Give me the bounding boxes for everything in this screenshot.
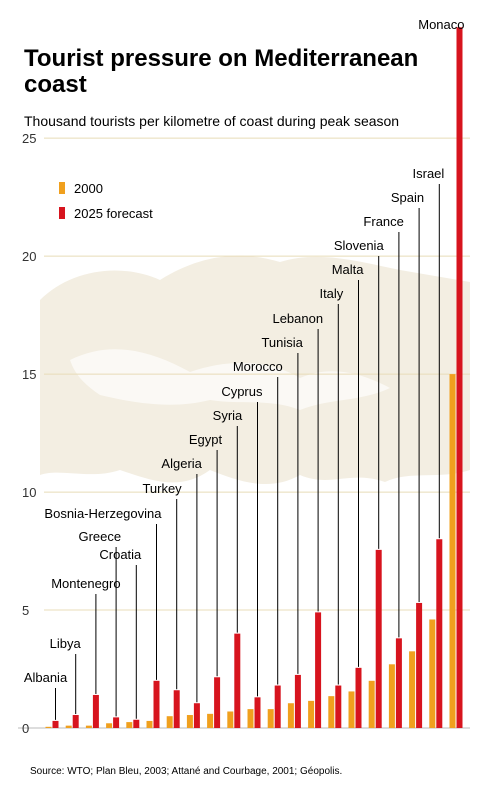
bar-2025-forecast-albania	[52, 720, 59, 728]
bar-2025-forecast-egypt	[214, 677, 221, 728]
leader-lines-layer	[55, 184, 440, 720]
bar-2025-forecast-croatia	[133, 719, 140, 728]
bar-2000-lebanon	[308, 700, 315, 728]
y-tick-label-15: 15	[22, 367, 36, 382]
bar-2025-forecast-cyprus	[254, 697, 261, 728]
bar-2025-forecast-italy	[335, 685, 342, 728]
background-map-sea	[70, 349, 390, 410]
bar-2000-albania	[45, 726, 52, 728]
bar-2000-tunisia	[287, 703, 294, 728]
bar-2025-forecast-malta	[355, 667, 362, 728]
bar-2025-forecast-france	[395, 638, 402, 728]
category-label-malta: Malta	[332, 262, 365, 277]
bar-2000-monaco	[449, 374, 456, 728]
category-label-monaco: Monaco	[418, 17, 464, 32]
bar-2000-syria	[227, 711, 234, 728]
bar-2000-croatia	[126, 722, 133, 728]
category-label-spain: Spain	[391, 190, 424, 205]
bar-2000-turkey	[166, 716, 173, 728]
y-tick-label-5: 5	[22, 603, 29, 618]
category-label-montenegro: Montenegro	[51, 576, 120, 591]
y-tick-label-25: 25	[22, 131, 36, 146]
bar-2000-cyprus	[247, 709, 254, 728]
bar-2025-forecast-turkey	[173, 690, 180, 728]
category-label-libya: Libya	[50, 636, 82, 651]
category-label-bosnia-herzegovina: Bosnia-Herzegovina	[44, 506, 162, 521]
bar-2000-libya	[65, 725, 72, 728]
category-label-albania: Albania	[24, 670, 68, 685]
category-label-greece: Greece	[78, 529, 121, 544]
bar-2025-forecast-slovenia	[375, 549, 382, 728]
category-label-turkey: Turkey	[142, 481, 182, 496]
bar-2025-forecast-spain	[416, 602, 423, 728]
bar-2000-egypt	[207, 713, 214, 728]
bar-2000-france	[388, 664, 395, 728]
bar-2025-forecast-lebanon	[315, 612, 322, 728]
category-label-lebanon: Lebanon	[272, 311, 323, 326]
source-note: Source: WTO; Plan Bleu, 2003; Attané and…	[30, 766, 342, 777]
bar-2025-forecast-montenegro	[92, 694, 99, 728]
category-label-tunisia: Tunisia	[261, 335, 303, 350]
y-tick-label-0: 0	[22, 721, 29, 736]
bar-2025-forecast-syria	[234, 633, 241, 728]
category-label-syria: Syria	[213, 408, 243, 423]
bar-2025-forecast-algeria	[193, 703, 200, 728]
bar-2000-greece	[106, 723, 113, 728]
legend-label-2025-forecast: 2025 forecast	[74, 206, 153, 221]
bar-2025-forecast-bosnia-herzegovina	[153, 680, 160, 728]
legend-swatch-2025-forecast	[59, 207, 65, 219]
bar-2025-forecast-morocco	[274, 685, 281, 728]
category-label-cyprus: Cyprus	[221, 384, 263, 399]
legend-swatch-2000	[59, 182, 65, 194]
y-tick-label-10: 10	[22, 485, 36, 500]
legend: 2000 2025 forecast	[59, 181, 153, 221]
labels-layer: 0 5 10 15 20 25 Albania Libya Montenegro Greece Cr…	[22, 17, 465, 736]
category-label-slovenia: Slovenia	[334, 238, 385, 253]
chart-title: Tourist pressure on Mediterranean coast	[24, 45, 418, 98]
bar-2025-forecast-libya	[72, 715, 79, 728]
bar-2000-slovenia	[368, 680, 375, 728]
bar-2000-israel	[429, 619, 436, 728]
bar-2025-forecast-israel	[436, 539, 443, 728]
bar-2000-algeria	[186, 715, 193, 728]
chart-subtitle: Thousand tourists per kilometre of coast…	[24, 113, 399, 129]
category-label-algeria: Algeria	[161, 456, 202, 471]
bar-2025-forecast-greece	[113, 717, 120, 728]
category-label-israel: Israel	[413, 166, 445, 181]
bar-2025-forecast-tunisia	[294, 674, 301, 728]
bars-layer	[45, 27, 463, 728]
bar-2000-spain	[409, 651, 416, 728]
bar-2000-montenegro	[85, 725, 92, 728]
category-label-morocco: Morocco	[233, 359, 283, 374]
category-label-france: France	[363, 214, 403, 229]
category-label-egypt: Egypt	[189, 432, 223, 447]
legend-label-2000: 2000	[74, 181, 103, 196]
background-map-layer	[40, 255, 470, 485]
category-label-italy: Italy	[319, 286, 343, 301]
bar-2000-morocco	[267, 709, 274, 728]
bar-2000-malta	[348, 691, 355, 728]
category-label-croatia: Croatia	[99, 547, 142, 562]
bar-2025-forecast-monaco	[456, 27, 463, 728]
bar-2000-italy	[328, 696, 335, 728]
y-tick-label-20: 20	[22, 249, 36, 264]
bar-2000-bosnia-herzegovina	[146, 720, 153, 728]
